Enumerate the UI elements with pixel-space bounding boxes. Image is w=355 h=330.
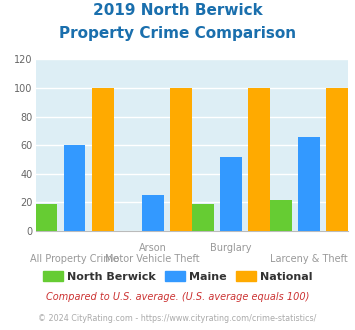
Bar (220, 157, 242, 231)
Bar (192, 204, 214, 231)
Bar (170, 88, 192, 231)
Text: Property Crime Comparison: Property Crime Comparison (59, 26, 296, 41)
Text: Burglary: Burglary (210, 243, 251, 252)
Bar (270, 200, 292, 231)
Bar (92, 88, 114, 231)
Bar (142, 195, 164, 231)
Bar (326, 88, 348, 231)
Text: Arson: Arson (139, 243, 166, 252)
Text: Motor Vehicle Theft: Motor Vehicle Theft (105, 254, 200, 264)
Text: Compared to U.S. average. (U.S. average equals 100): Compared to U.S. average. (U.S. average … (46, 292, 309, 302)
Legend: North Berwick, Maine, National: North Berwick, Maine, National (43, 271, 312, 282)
Text: Larceny & Theft: Larceny & Theft (270, 254, 348, 264)
Bar (248, 88, 270, 231)
Bar (64, 145, 86, 231)
Bar (298, 137, 320, 231)
Text: All Property Crime: All Property Crime (30, 254, 119, 264)
Text: 2019 North Berwick: 2019 North Berwick (93, 3, 262, 18)
Bar (36, 204, 58, 231)
Text: © 2024 CityRating.com - https://www.cityrating.com/crime-statistics/: © 2024 CityRating.com - https://www.city… (38, 314, 317, 323)
